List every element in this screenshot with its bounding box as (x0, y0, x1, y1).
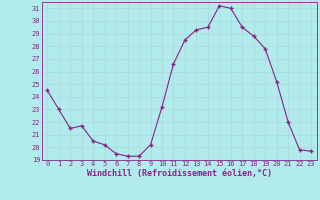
X-axis label: Windchill (Refroidissement éolien,°C): Windchill (Refroidissement éolien,°C) (87, 169, 272, 178)
